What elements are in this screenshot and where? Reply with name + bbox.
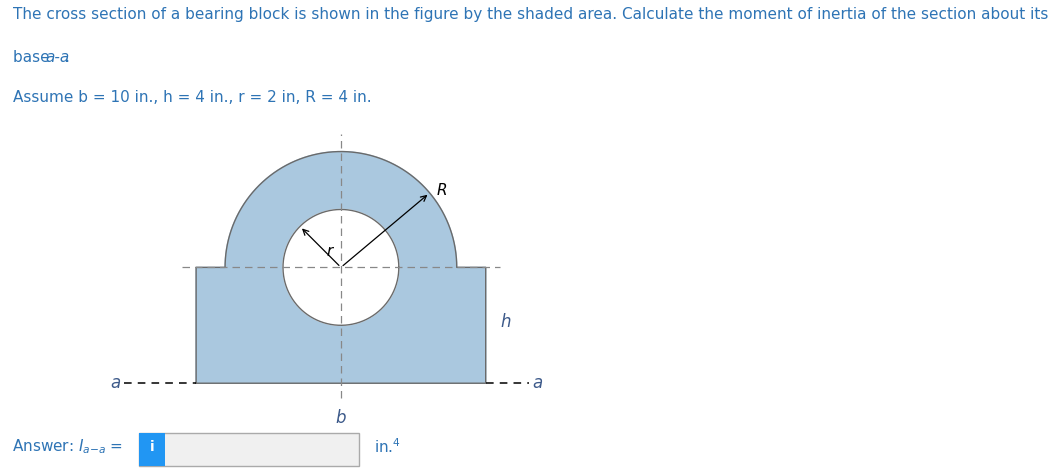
Text: base: base [13,50,54,65]
Text: a-a: a-a [45,50,69,65]
Polygon shape [283,210,399,325]
Text: h: h [500,314,511,332]
Text: i: i [150,440,155,454]
Text: b: b [336,409,346,427]
Text: The cross section of a bearing block is shown in the figure by the shaded area. : The cross section of a bearing block is … [13,7,1048,22]
Text: in.$^4$: in.$^4$ [374,438,400,456]
Polygon shape [196,151,485,383]
Text: a: a [533,374,543,392]
Text: Assume b = 10 in., h = 4 in., r = 2 in, R = 4 in.: Assume b = 10 in., h = 4 in., r = 2 in, … [13,90,372,105]
FancyBboxPatch shape [139,433,359,466]
Text: r: r [326,244,333,259]
FancyBboxPatch shape [139,433,165,466]
Text: a: a [110,374,120,392]
Text: R: R [437,183,448,198]
Text: .: . [64,50,69,65]
Text: Answer: $I_{a\mathit{-}a}$ =: Answer: $I_{a\mathit{-}a}$ = [12,438,123,456]
